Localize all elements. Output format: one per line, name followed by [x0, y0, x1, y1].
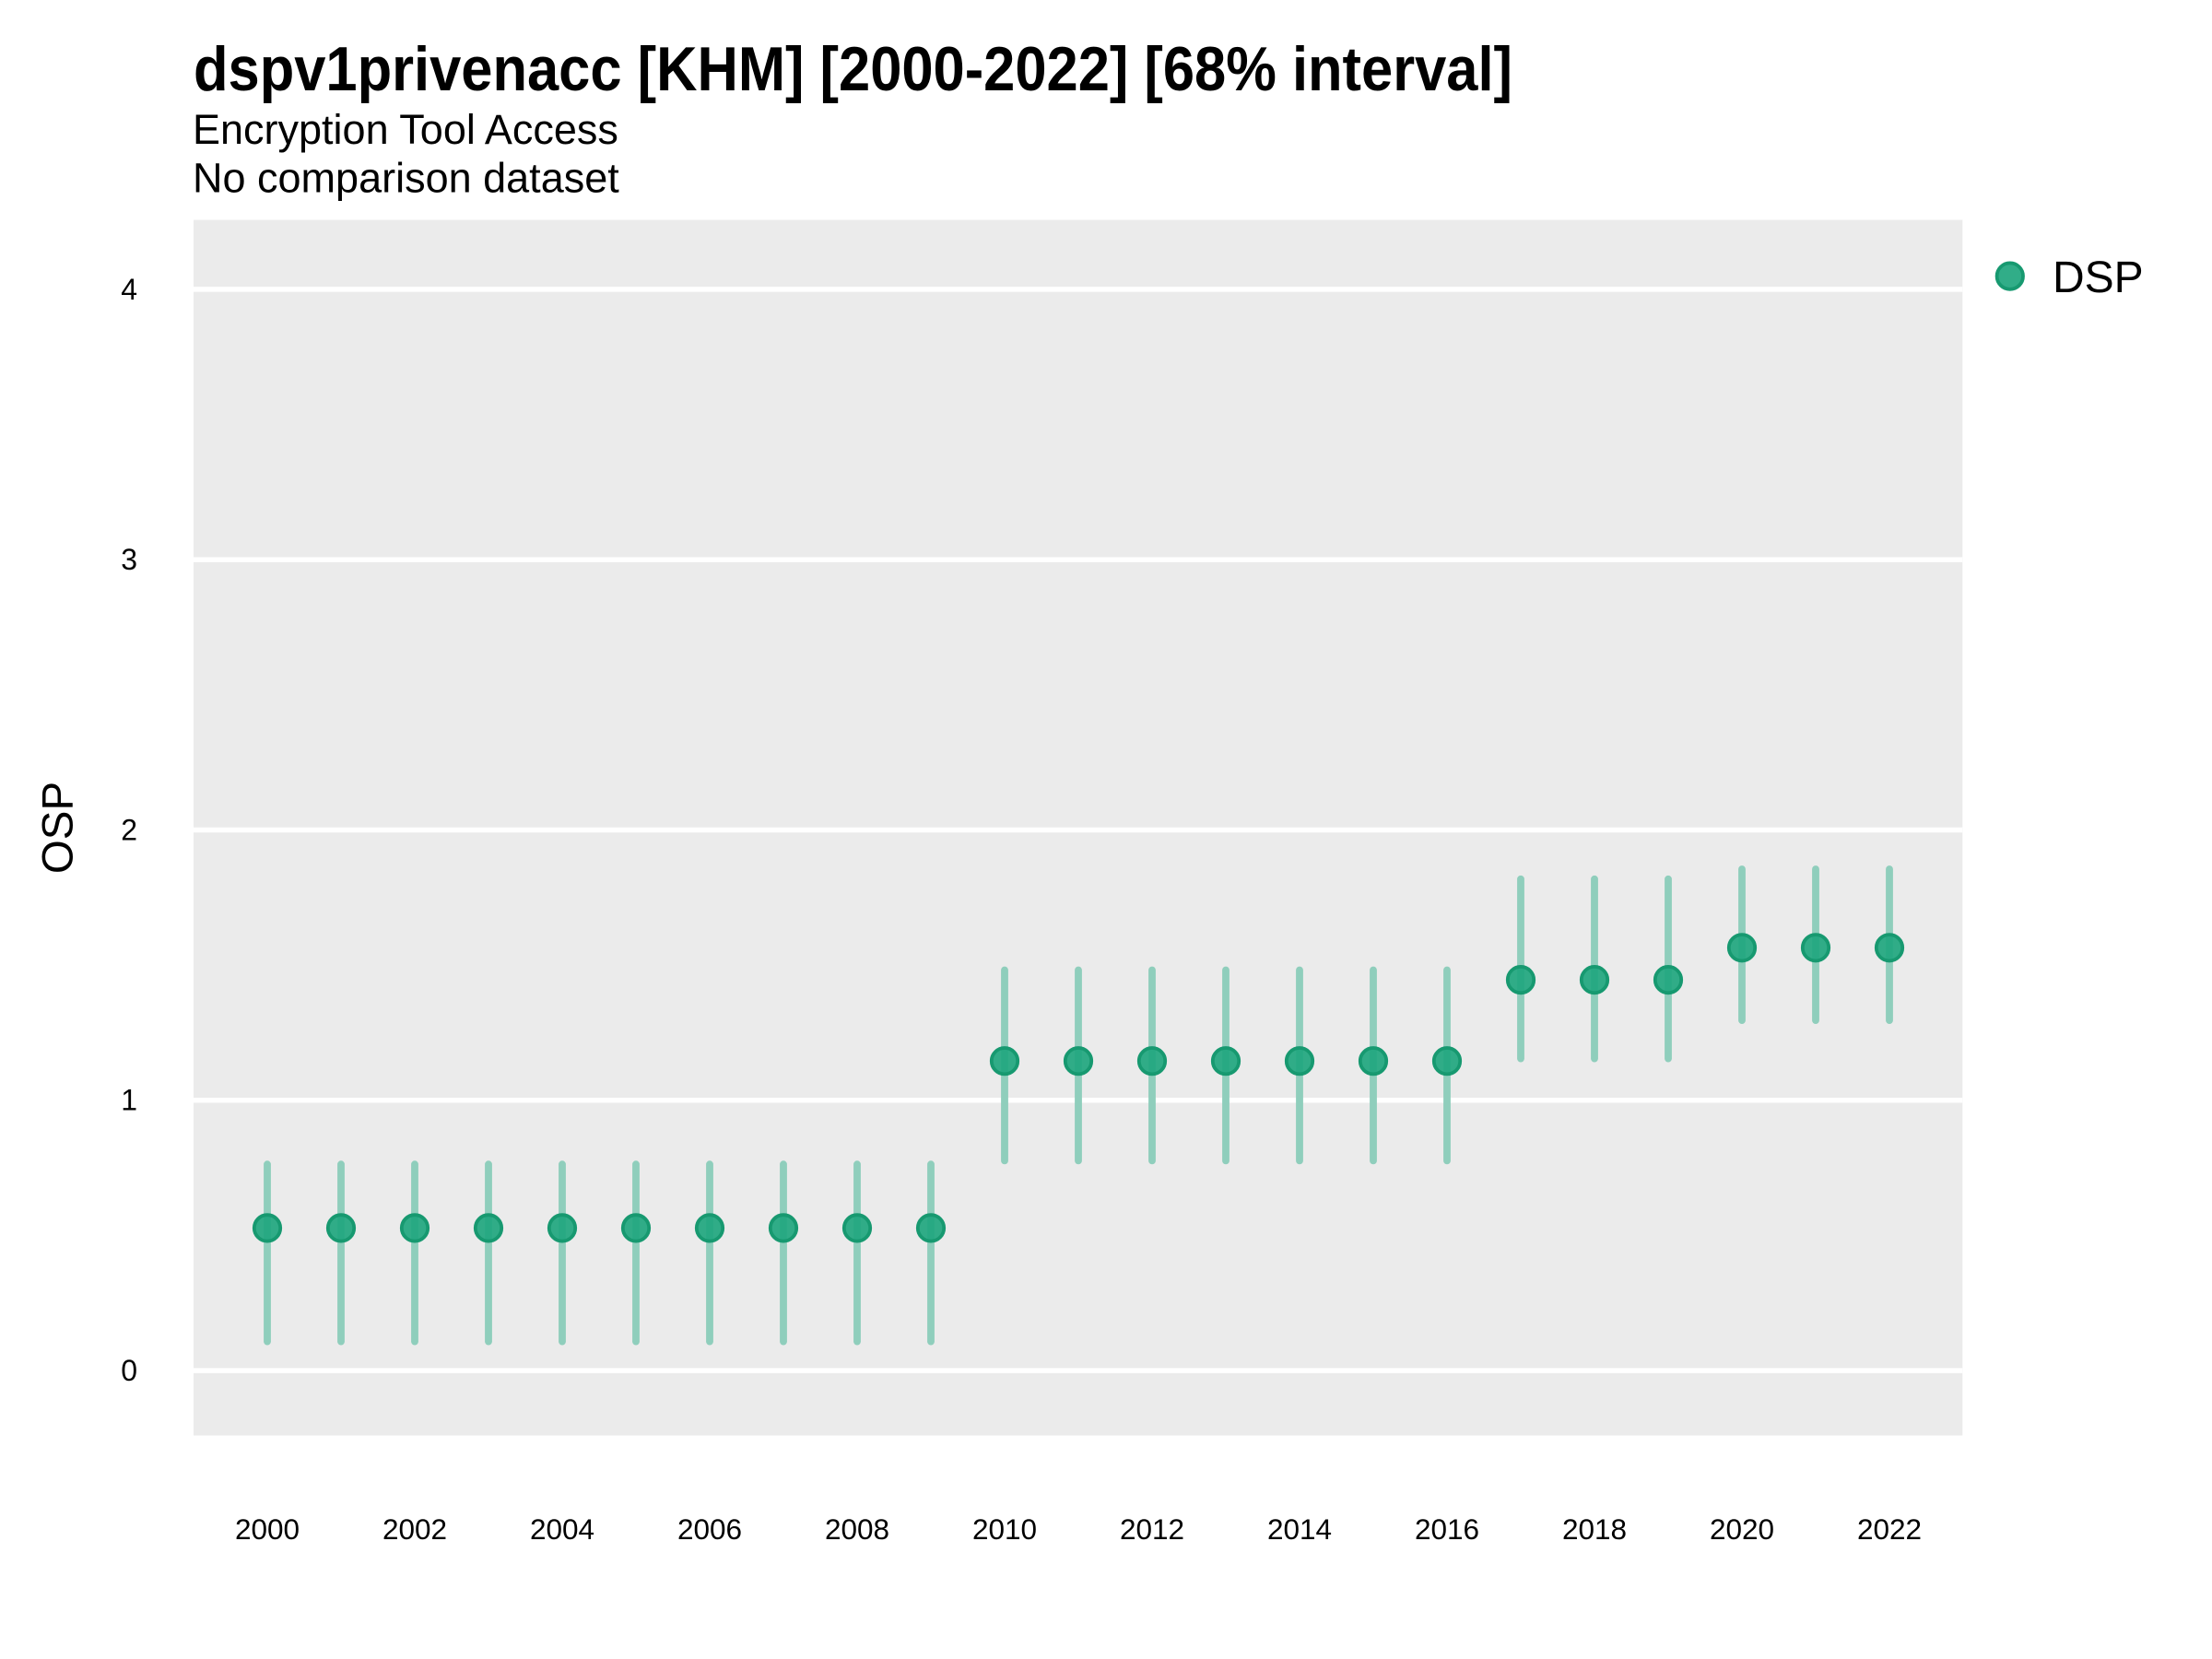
svg-text:2010: 2010	[972, 1512, 1037, 1546]
svg-text:OSP: OSP	[34, 782, 83, 874]
svg-text:2000: 2000	[235, 1512, 300, 1546]
svg-text:Encryption Tool Access: Encryption Tool Access	[193, 106, 618, 153]
svg-text:2018: 2018	[1562, 1512, 1627, 1546]
svg-text:3: 3	[121, 543, 137, 576]
svg-text:2008: 2008	[825, 1512, 889, 1546]
svg-text:2016: 2016	[1415, 1512, 1479, 1546]
svg-text:2006: 2006	[677, 1512, 742, 1546]
svg-text:0: 0	[121, 1354, 137, 1387]
svg-text:2022: 2022	[1857, 1512, 1922, 1546]
svg-text:DSP: DSP	[2053, 253, 2144, 302]
svg-text:2020: 2020	[1710, 1512, 1774, 1546]
svg-text:dspv1privenacc [KHM] [2000-202: dspv1privenacc [KHM] [2000-2022] [68% in…	[194, 34, 1512, 104]
svg-text:2014: 2014	[1267, 1512, 1332, 1546]
svg-text:2012: 2012	[1120, 1512, 1184, 1546]
svg-text:1: 1	[121, 1084, 137, 1117]
svg-text:2: 2	[121, 813, 137, 846]
svg-text:2002: 2002	[382, 1512, 447, 1546]
svg-text:4: 4	[121, 273, 137, 306]
svg-text:No comparison dataset: No comparison dataset	[193, 154, 619, 201]
svg-text:2004: 2004	[530, 1512, 594, 1546]
